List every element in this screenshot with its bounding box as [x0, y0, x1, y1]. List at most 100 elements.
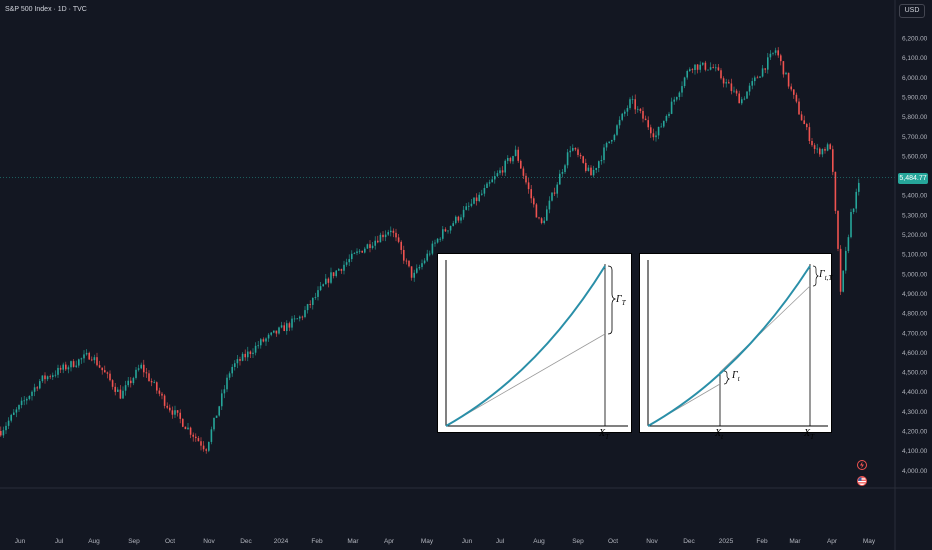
candle-body [535, 204, 538, 218]
gamma-t-label: Γt [732, 370, 740, 383]
candle-body [23, 400, 25, 402]
candle-body [371, 245, 374, 248]
candle-body [741, 99, 743, 104]
candle-body [839, 248, 842, 292]
candle-body [491, 179, 493, 183]
candle-body [660, 126, 662, 128]
candle-body [722, 78, 725, 84]
candle-body [647, 120, 649, 128]
candle-body [10, 414, 12, 421]
candle-body [257, 345, 259, 347]
candle-body [234, 363, 236, 367]
candle-body [273, 330, 275, 333]
candle-body [725, 82, 727, 84]
candle-body [241, 353, 244, 361]
price-tick-label: 5,200.00 [902, 232, 928, 239]
candle-body [504, 160, 506, 173]
candle-body [621, 113, 623, 120]
candle-body [286, 323, 288, 332]
candle-body [478, 194, 480, 202]
candle-body [800, 114, 803, 121]
candle-body [717, 67, 720, 71]
candle-body [15, 409, 18, 413]
candle-body [751, 81, 753, 86]
candle-body [793, 89, 795, 95]
candle-body [431, 243, 434, 254]
candle-body [208, 441, 210, 451]
candle-body [31, 391, 33, 396]
candle-body [33, 387, 36, 392]
candle-body [236, 359, 239, 364]
us-flag-icon[interactable] [857, 476, 867, 486]
time-tick-label: 2024 [274, 538, 289, 545]
candle-body [403, 249, 405, 261]
candle-body [148, 373, 150, 382]
candle-body [247, 351, 249, 358]
candle-body [332, 272, 335, 277]
candle-body [634, 99, 636, 110]
candle-body [187, 427, 189, 430]
candle-body [613, 134, 616, 140]
candle-body [525, 175, 527, 183]
candle-body [228, 373, 231, 378]
candle-body [527, 182, 530, 190]
candle-body [291, 318, 293, 328]
candle-body [189, 427, 192, 435]
time-tick-label: May [421, 538, 434, 545]
candle-body [252, 352, 254, 355]
chart-title[interactable]: S&P 500 Index · 1D · TVC [5, 6, 87, 13]
candle-body [811, 140, 813, 146]
candle-body [395, 232, 397, 238]
candle-body [564, 165, 566, 173]
candle-body [91, 359, 93, 361]
candle-body [80, 358, 83, 360]
candle-body [813, 145, 816, 149]
candle-body [210, 429, 213, 442]
candle-body [137, 368, 140, 370]
candle-body [603, 147, 605, 161]
candle-body [512, 156, 514, 162]
candle-body [226, 377, 228, 390]
candle-body [382, 234, 384, 238]
candle-body [0, 431, 2, 436]
candle-body [837, 210, 839, 249]
candle-body [421, 263, 423, 267]
candle-body [592, 169, 595, 176]
candle-body [317, 290, 319, 297]
candle-body [689, 69, 691, 72]
candle-body [462, 209, 465, 218]
candle-body [262, 339, 265, 342]
candle-body [455, 216, 457, 224]
candle-body [790, 86, 792, 90]
time-tick-label: Aug [533, 538, 545, 545]
candle-body [374, 240, 376, 246]
candle-body [582, 156, 584, 163]
candle-body [702, 62, 704, 65]
candle-body [553, 192, 556, 194]
candle-body [481, 193, 483, 195]
candle-body [616, 125, 618, 135]
time-tick-label: Jun [15, 538, 26, 545]
candle-body [540, 218, 543, 224]
candle-body [322, 284, 324, 287]
candle-body [93, 357, 96, 361]
candle-body [293, 318, 296, 320]
candle-body [275, 330, 278, 334]
candle-body [637, 108, 639, 110]
currency-button[interactable]: USD [899, 4, 925, 18]
candle-body [314, 296, 317, 298]
candle-body [20, 400, 23, 406]
candle-body [434, 242, 436, 244]
x-T-label-right: XT [804, 428, 815, 441]
time-tick-label: Feb [311, 538, 323, 545]
candle-body [221, 393, 223, 407]
candle-body [5, 425, 7, 431]
candle-body [663, 120, 665, 127]
lightning-icon[interactable] [857, 460, 867, 470]
price-tick-label: 4,400.00 [902, 389, 928, 396]
candle-body [249, 351, 252, 355]
candle-body [442, 229, 444, 239]
candle-body [759, 76, 761, 78]
candle-body [819, 148, 821, 155]
